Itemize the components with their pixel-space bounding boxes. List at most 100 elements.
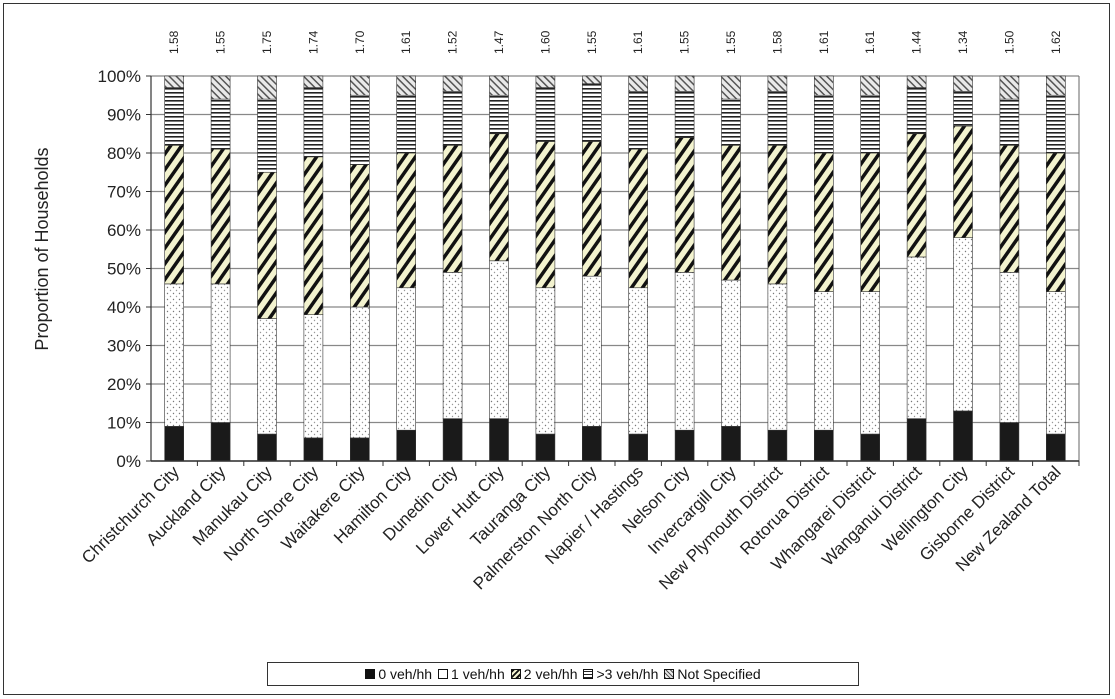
legend-item-2-veh: 2 veh/hh <box>510 666 577 682</box>
bar-seg-3plus-veh <box>581 83 602 142</box>
bar-seg-not-specified <box>489 75 509 96</box>
bar-seg-3plus-veh <box>953 91 973 127</box>
bar-seg-1-veh <box>860 291 881 435</box>
top-label: 1.74 <box>306 30 320 54</box>
bar-seg-3plus-veh <box>674 91 695 138</box>
legend-label: >3 veh/hh <box>596 666 659 682</box>
bar-seg-not-specified <box>860 75 881 96</box>
bar-seg-0-veh <box>813 429 834 462</box>
bar-seg-2-veh <box>164 145 184 285</box>
top-label: 1.70 <box>353 30 367 54</box>
bar-seg-3plus-veh <box>628 91 649 150</box>
top-label: 1.47 <box>492 30 506 54</box>
y-tick-label: 100% <box>98 67 141 86</box>
bar-seg-1-veh <box>813 291 834 431</box>
bar-seg-3plus-veh <box>210 98 231 150</box>
legend-swatch-3plus-veh <box>583 669 594 679</box>
top-label: 1.61 <box>631 30 645 54</box>
bar-seg-not-specified <box>210 75 231 100</box>
bar-seg-2-veh <box>674 137 695 273</box>
bar-seg-2-veh <box>1046 152 1066 292</box>
bar-seg-1-veh <box>953 237 973 412</box>
bar-seg-1-veh <box>257 318 277 435</box>
top-label: 1.55 <box>585 30 599 54</box>
bar-seg-0-veh <box>860 433 881 462</box>
bar-seg-2-veh <box>860 152 881 292</box>
bar-seg-not-specified <box>953 75 973 92</box>
top-label: 1.61 <box>817 30 831 54</box>
bar-seg-not-specified <box>721 75 741 100</box>
bar-seg-3plus-veh <box>999 98 1020 146</box>
bar-seg-2-veh <box>210 148 231 285</box>
bar-seg-0-veh <box>257 433 277 462</box>
bar-seg-3plus-veh <box>906 87 927 135</box>
bar-seg-not-specified <box>999 75 1020 100</box>
bar-seg-1-veh <box>767 283 788 431</box>
bar-seg-2-veh <box>721 145 741 281</box>
y-tick-label: 20% <box>107 375 141 394</box>
bar-seg-0-veh <box>535 433 556 462</box>
y-axis-label: Proportion of Households <box>32 147 52 350</box>
bar-seg-1-veh <box>349 306 370 439</box>
bar-seg-0-veh <box>999 422 1020 462</box>
legend-swatch-1-veh <box>438 669 449 679</box>
bar-seg-not-specified <box>628 75 649 92</box>
axes <box>146 75 1080 466</box>
bar-seg-1-veh <box>581 275 602 427</box>
bar-seg-0-veh <box>303 437 324 462</box>
legend-item-1-veh: 1 veh/hh <box>438 666 505 682</box>
bar-seg-0-veh <box>442 418 463 462</box>
bar-seg-1-veh <box>1046 291 1066 435</box>
bar-seg-not-specified <box>906 75 927 88</box>
bar-seg-1-veh <box>999 272 1020 423</box>
bar-seg-3plus-veh <box>767 91 788 146</box>
bar-seg-0-veh <box>721 426 741 462</box>
legend-swatch-0-veh <box>365 669 376 679</box>
top-label: 1.34 <box>956 30 970 54</box>
legend-swatch-2-veh <box>510 669 521 679</box>
bar-seg-0-veh <box>767 429 788 462</box>
y-tick-label: 30% <box>107 337 141 356</box>
bar-seg-0-veh <box>628 433 649 462</box>
legend-label: 0 veh/hh <box>378 666 433 682</box>
bar-seg-1-veh <box>396 287 417 431</box>
bar-seg-3plus-veh <box>813 94 834 154</box>
bar-seg-2-veh <box>396 152 417 289</box>
bar-seg-2-veh <box>349 164 370 308</box>
bar-seg-2-veh <box>581 141 602 277</box>
bar-seg-1-veh <box>489 260 509 419</box>
y-tick-label: 90% <box>107 106 141 125</box>
bar-seg-3plus-veh <box>535 87 556 142</box>
y-tick-label: 80% <box>107 144 141 163</box>
top-label: 1.62 <box>1049 30 1063 54</box>
bar-seg-not-specified <box>1046 75 1066 96</box>
top-label: 1.55 <box>678 30 692 54</box>
bar-seg-1-veh <box>906 256 927 419</box>
bar-seg-not-specified <box>535 75 556 88</box>
top-label: 1.60 <box>538 30 552 54</box>
y-tick-label: 40% <box>107 298 141 317</box>
bar-seg-2-veh <box>999 145 1020 273</box>
bar-seg-3plus-veh <box>303 87 324 158</box>
bar-seg-not-specified <box>813 75 834 96</box>
bar-seg-2-veh <box>442 145 463 273</box>
y-tick-labels: 0% 10% 20% 30% 40% 50% 60% 70% 80% 90% 100% <box>98 67 141 471</box>
bar-seg-not-specified <box>257 75 277 100</box>
top-label: 1.61 <box>399 30 413 54</box>
bar-seg-1-veh <box>674 272 695 431</box>
top-labels: 1.58 1.55 1.75 1.74 1.70 1.61 1.52 1.47 1.60 1.55… <box>167 30 1063 54</box>
bar-seg-1-veh <box>210 283 231 423</box>
top-label: 1.50 <box>1002 30 1016 54</box>
top-label: 1.61 <box>863 30 877 54</box>
gridlines <box>151 75 1079 462</box>
legend-label: 1 veh/hh <box>451 666 505 682</box>
bar-seg-not-specified <box>442 75 463 92</box>
bar-seg-1-veh <box>628 287 649 435</box>
bar-seg-2-veh <box>628 148 649 289</box>
y-tick-label: 50% <box>107 260 141 279</box>
bar-seg-0-veh <box>1046 433 1066 462</box>
legend-item-not-specified: Not Specified <box>664 666 761 682</box>
bar-seg-not-specified <box>674 75 695 92</box>
bar-seg-0-veh <box>581 426 602 462</box>
bar-seg-not-specified <box>581 75 602 84</box>
